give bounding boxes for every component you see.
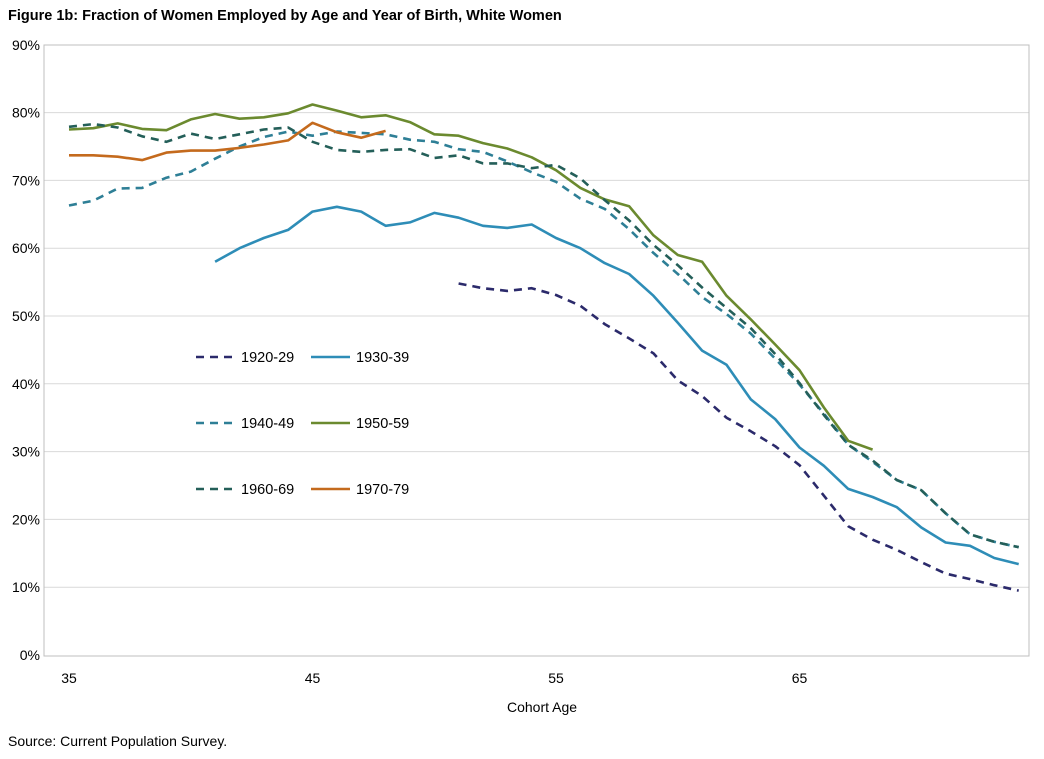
legend-label: 1970-79: [356, 482, 409, 498]
series-line-1940-49: [68, 130, 1019, 549]
x-tick-label: 35: [61, 670, 77, 686]
legend-label: 1950-59: [356, 416, 409, 432]
y-tick-label: 60%: [12, 240, 40, 256]
legend-label: 1940-49: [241, 416, 294, 432]
series-line-1960-69: [68, 122, 1019, 549]
y-axis-ticks: 0% 10% 20% 30% 40% 50% 60% 70% 80% 90%: [12, 37, 40, 663]
y-tick-label: 40%: [12, 376, 40, 392]
y-tick-label: 80%: [12, 105, 40, 121]
legend-label: 1930-39: [356, 350, 409, 366]
x-tick-label: 65: [792, 670, 808, 686]
plot-frame: [43, 44, 1030, 657]
x-axis-ticks: 35 45 55 65: [61, 670, 807, 686]
chart-title: Figure 1b: Fraction of Women Employed by…: [8, 8, 562, 24]
y-tick-label: 30%: [12, 444, 40, 460]
y-tick-label: 0%: [20, 647, 40, 663]
series-line-1930-39: [214, 205, 1020, 566]
y-tick-label: 20%: [12, 511, 40, 527]
y-tick-label: 10%: [12, 579, 40, 595]
gridlines: [44, 112, 1029, 588]
y-tick-label: 70%: [12, 172, 40, 188]
legend: 1920-29 1930-39 1940-49 1950-59 1960-69 1970-…: [196, 350, 409, 498]
x-axis-label: Cohort Age: [507, 699, 577, 715]
x-tick-label: 45: [305, 670, 321, 686]
series-line-1920-29: [458, 282, 1019, 592]
source-note: Source: Current Population Survey.: [8, 733, 228, 749]
y-tick-label: 50%: [12, 308, 40, 324]
series-line-1970-79: [69, 121, 386, 162]
y-tick-label: 90%: [12, 37, 40, 53]
x-tick-label: 55: [548, 670, 564, 686]
series-line-1950-59: [68, 103, 874, 451]
legend-label: 1960-69: [241, 482, 294, 498]
series-lines: [68, 103, 1020, 592]
legend-label: 1920-29: [241, 350, 294, 366]
